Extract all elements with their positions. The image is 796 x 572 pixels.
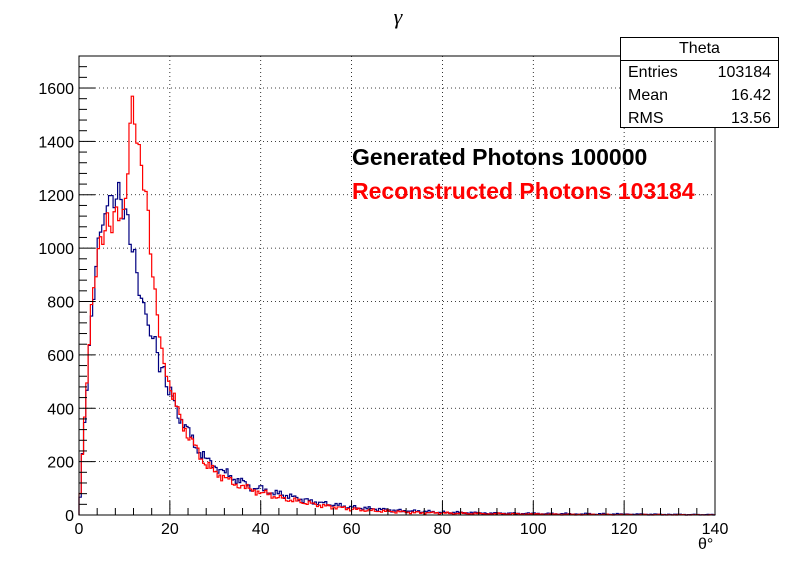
stats-label: Mean <box>628 87 669 104</box>
stats-title: Theta <box>621 38 778 61</box>
x-tick-label: 80 <box>434 521 452 538</box>
y-tick-label: 0 <box>65 508 74 525</box>
stats-label: RMS <box>628 110 664 127</box>
stats-row: Entries 103184 <box>621 61 778 84</box>
grid-lines <box>79 56 715 515</box>
y-tick-label: 1000 <box>38 241 74 258</box>
x-tick-label: 0 <box>75 521 84 538</box>
series-line-generated <box>78 181 716 516</box>
axes-layer: 0 20 40 60 80 100 120 1400200400600800100012001… <box>38 55 729 538</box>
plot-frame <box>78 55 716 516</box>
y-tick-label: 1600 <box>38 81 74 98</box>
y-tick-label: 600 <box>47 348 74 365</box>
stats-value: 16.42 <box>730 87 771 104</box>
x-axis-label: θ° <box>698 536 714 553</box>
x-tick-label: 100 <box>520 521 547 538</box>
x-tick-label: 140 <box>702 521 729 538</box>
x-tick-label: 40 <box>252 521 270 538</box>
legend-generated: Generated Photons 100000 <box>352 144 648 170</box>
y-tick-label: 800 <box>47 295 74 312</box>
stats-row: RMS 13.56 <box>621 107 778 130</box>
y-tick-label: 1200 <box>38 188 74 205</box>
stats-label: Entries <box>628 64 678 81</box>
chart-title: γ <box>393 4 403 29</box>
stats-row: Mean 16.42 <box>621 84 778 107</box>
legend-reconstructed: Reconstructed Photons 103184 <box>352 178 695 204</box>
x-tick-label: 60 <box>343 521 361 538</box>
stats-box: Theta Entries 103184 Mean 16.42 RMS 13.5… <box>620 37 779 128</box>
y-tick-label: 200 <box>47 455 74 472</box>
y-tick-label: 1400 <box>38 134 74 151</box>
y-tick-label: 400 <box>47 401 74 418</box>
x-tick-label: 20 <box>161 521 179 538</box>
stats-value: 103184 <box>717 64 771 81</box>
x-tick-label: 120 <box>611 521 638 538</box>
stats-value: 13.56 <box>730 110 771 127</box>
